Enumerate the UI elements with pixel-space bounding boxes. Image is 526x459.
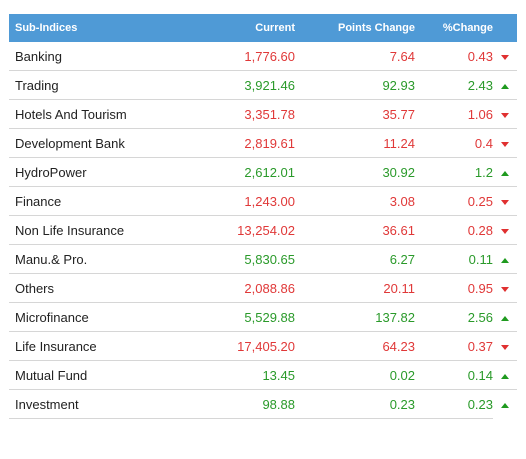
table-row[interactable]: Life Insurance 17,405.20 64.23 0.37 [9,331,517,361]
pct-change-value: 0.43 [415,42,493,71]
sub-index-name: Microfinance [9,302,203,332]
current-value: 2,612.01 [203,157,295,187]
pct-change-value: 1.06 [415,99,493,129]
points-change-value: 7.64 [295,42,415,71]
pct-change-value: 2.56 [415,302,493,332]
points-change-value: 30.92 [295,157,415,187]
table-row[interactable]: Trading 3,921.46 92.93 2.43 [9,70,517,100]
pct-change-value: 0.14 [415,360,493,390]
points-change-value: 36.61 [295,215,415,245]
table-row[interactable]: Non Life Insurance 13,254.02 36.61 0.28 [9,215,517,245]
trend-cell [493,186,517,216]
trend-cell [493,128,517,158]
sub-index-name: Hotels And Tourism [9,99,203,129]
sub-index-name: Non Life Insurance [9,215,203,245]
sub-index-name: Investment [9,389,203,419]
pct-change-value: 0.23 [415,389,493,419]
trend-cell [493,331,517,361]
current-value: 5,830.65 [203,244,295,274]
arrow-down-icon [501,344,509,350]
points-change-value: 35.77 [295,99,415,129]
arrow-up-icon [501,83,509,89]
sub-index-name: Banking [9,42,203,71]
current-value: 1,776.60 [203,42,295,71]
trend-cell [493,99,517,129]
current-value: 3,351.78 [203,99,295,129]
pct-change-value: 1.2 [415,157,493,187]
trend-cell [493,215,517,245]
table-row[interactable]: Mutual Fund 13.45 0.02 0.14 [9,360,517,390]
current-value: 17,405.20 [203,331,295,361]
points-change-value: 20.11 [295,273,415,303]
trend-cell [493,302,517,332]
table-row[interactable]: Manu.& Pro. 5,830.65 6.27 0.11 [9,244,517,274]
points-change-value: 0.23 [295,389,415,419]
pct-change-value: 2.43 [415,70,493,100]
pct-change-value: 0.25 [415,186,493,216]
sub-index-name: Development Bank [9,128,203,158]
current-value: 5,529.88 [203,302,295,332]
points-change-value: 3.08 [295,186,415,216]
table-header-row: Sub-Indices Current Points Change %Chang… [9,14,517,42]
trend-cell [493,157,517,187]
table-row[interactable]: Others 2,088.86 20.11 0.95 [9,273,517,303]
arrow-up-icon [501,373,509,379]
current-value: 1,243.00 [203,186,295,216]
header-arrow-column [493,14,517,42]
arrow-down-icon [501,54,509,60]
arrow-down-icon [501,141,509,147]
current-value: 2,088.86 [203,273,295,303]
trend-cell [493,390,517,419]
points-change-value: 137.82 [295,302,415,332]
arrow-down-icon [501,228,509,234]
pct-change-value: 0.95 [415,273,493,303]
points-change-value: 6.27 [295,244,415,274]
header-pct-change[interactable]: %Change [415,14,493,42]
header-points-change[interactable]: Points Change [295,14,415,42]
points-change-value: 11.24 [295,128,415,158]
header-current[interactable]: Current [203,14,295,42]
trend-cell [493,273,517,303]
points-change-value: 92.93 [295,70,415,100]
arrow-up-icon [501,170,509,176]
table-row[interactable]: Investment 98.88 0.23 0.23 [9,389,517,419]
sub-indices-panel: Sub-Indices Current Points Change %Chang… [9,14,517,419]
current-value: 3,921.46 [203,70,295,100]
sub-index-name: Trading [9,70,203,100]
trend-cell [493,42,517,71]
sub-index-name: HydroPower [9,157,203,187]
arrow-up-icon [501,402,509,408]
points-change-value: 0.02 [295,360,415,390]
arrow-down-icon [501,199,509,205]
pct-change-value: 0.4 [415,128,493,158]
trend-cell [493,70,517,100]
sub-index-name: Others [9,273,203,303]
pct-change-value: 0.11 [415,244,493,274]
arrow-down-icon [501,286,509,292]
current-value: 13,254.02 [203,215,295,245]
sub-index-name: Life Insurance [9,331,203,361]
current-value: 98.88 [203,389,295,419]
points-change-value: 64.23 [295,331,415,361]
arrow-up-icon [501,257,509,263]
sub-index-name: Manu.& Pro. [9,244,203,274]
arrow-up-icon [501,315,509,321]
current-value: 13.45 [203,360,295,390]
pct-change-value: 0.28 [415,215,493,245]
pct-change-value: 0.37 [415,331,493,361]
trend-cell [493,244,517,274]
table-row[interactable]: HydroPower 2,612.01 30.92 1.2 [9,157,517,187]
arrow-down-icon [501,112,509,118]
table-row[interactable]: Microfinance 5,529.88 137.82 2.56 [9,302,517,332]
table-row[interactable]: Development Bank 2,819.61 11.24 0.4 [9,128,517,158]
header-sub-indices[interactable]: Sub-Indices [9,14,203,42]
sub-index-name: Finance [9,186,203,216]
table-row[interactable]: Banking 1,776.60 7.64 0.43 [9,42,517,71]
current-value: 2,819.61 [203,128,295,158]
table-row[interactable]: Hotels And Tourism 3,351.78 35.77 1.06 [9,99,517,129]
table-row[interactable]: Finance 1,243.00 3.08 0.25 [9,186,517,216]
sub-index-name: Mutual Fund [9,360,203,390]
sub-indices-table: Sub-Indices Current Points Change %Chang… [9,14,517,419]
trend-cell [493,360,517,390]
